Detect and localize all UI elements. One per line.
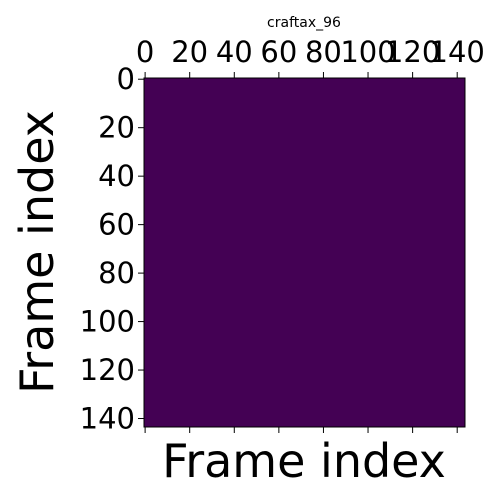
x-tick-label: 60 [260,35,297,69]
x-tick-label: 120 [385,35,440,69]
y-tick-label: 80 [98,256,135,290]
x-tick-label: 100 [340,35,395,69]
y-axis-label: Frame index [10,110,64,394]
plot-frame [143,77,466,428]
y-tick-label: 0 [117,62,135,96]
heatmap-cells [144,78,465,427]
y-tick-label: 40 [98,159,135,193]
y-tick-label: 20 [98,111,135,145]
y-axis-ticks: 0 20 40 60 80 100 120 140 [80,62,144,436]
y-tick-label: 140 [80,402,135,436]
x-tick-label: 0 [136,35,154,69]
x-tick-label: 80 [305,35,342,69]
x-axis-label: Frame index [162,434,446,488]
y-tick-label: 60 [98,208,135,242]
x-tick-label: 40 [216,35,253,69]
x-tick-label: 140 [430,35,485,69]
x-tick-label: 20 [171,35,208,69]
y-tick-label: 100 [80,305,135,339]
y-tick-label: 120 [80,353,135,387]
chart-title: craftax_96 [267,15,341,31]
